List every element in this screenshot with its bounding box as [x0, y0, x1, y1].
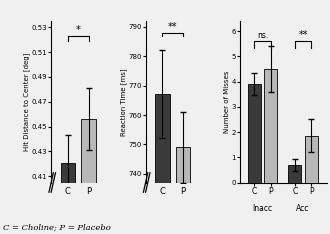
Y-axis label: Hit Distance to Center [deg]: Hit Distance to Center [deg] — [23, 53, 30, 151]
Text: Acc: Acc — [296, 204, 310, 212]
Bar — [248, 84, 261, 183]
Text: **: ** — [168, 22, 178, 32]
Text: C = Choline; P = Placebo: C = Choline; P = Placebo — [3, 224, 111, 232]
Y-axis label: Reaction Time [ms]: Reaction Time [ms] — [120, 68, 126, 135]
Bar — [155, 95, 170, 234]
Text: ns.: ns. — [257, 31, 268, 40]
Bar — [176, 147, 190, 234]
Y-axis label: Number of Misses: Number of Misses — [224, 71, 230, 133]
Text: *: * — [76, 25, 81, 35]
Text: **: ** — [298, 30, 308, 40]
Bar — [82, 119, 96, 234]
Bar — [264, 69, 277, 183]
Bar — [288, 165, 301, 183]
Bar — [305, 136, 318, 183]
Bar — [60, 163, 75, 234]
Text: Inacc: Inacc — [252, 204, 273, 212]
